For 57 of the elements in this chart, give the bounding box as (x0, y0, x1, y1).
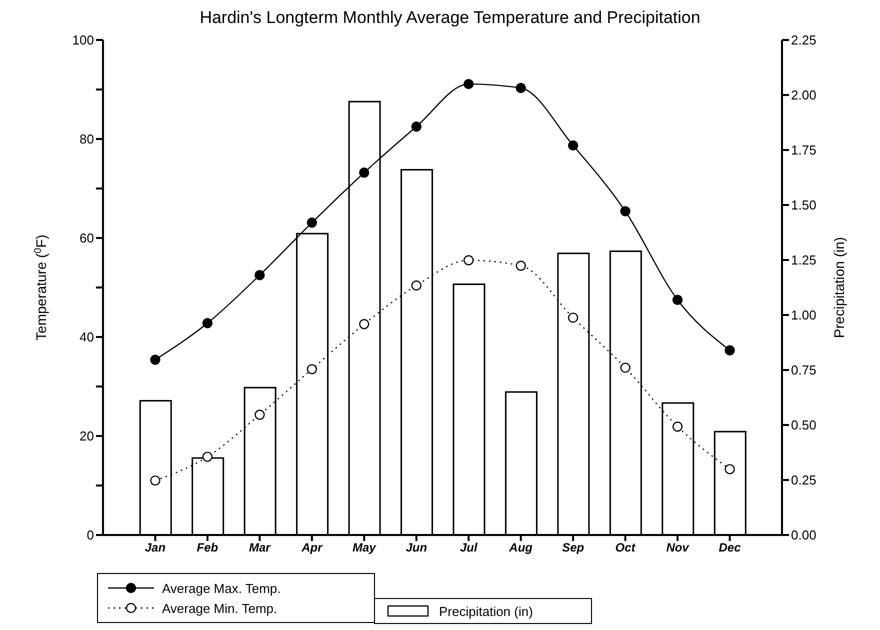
point (620, 362, 630, 373)
x-tick-label: May (352, 540, 378, 555)
y2-tick-label: 1.75 (791, 142, 816, 158)
point (516, 82, 526, 94)
point (202, 452, 213, 462)
point (464, 78, 474, 90)
x-tick-label: Nov (666, 540, 690, 555)
y-tick-label: 100 (72, 32, 94, 48)
y-tick-label: 60 (80, 230, 94, 246)
y-tick-label: 20 (80, 428, 94, 444)
y2-tick-label: 1.25 (791, 252, 816, 268)
y2-tick-label: 0.75 (791, 362, 816, 378)
x-tick-label: Jun (406, 540, 428, 555)
point (306, 218, 318, 228)
x-tick-label: Sep (562, 540, 584, 555)
point (516, 260, 526, 271)
chart-title: Hardin's Longterm Monthly Average Temperature and Precipitation (198, 8, 702, 29)
x-tick-label: Mar (249, 540, 272, 555)
x-tick-label: Feb (196, 540, 218, 555)
legend-label: Precipitation (in) (439, 604, 533, 618)
x-tick-label: Dec (718, 540, 742, 555)
y-tick-label: 40 (80, 330, 94, 345)
y2-tick-label: 0.00 (791, 528, 816, 543)
point (359, 168, 370, 178)
point (254, 410, 265, 420)
x-tick-label: Jan (144, 540, 166, 555)
point (411, 280, 422, 291)
y2-tick-label: 0.50 (791, 418, 816, 433)
x-tick-label: Oct (615, 540, 636, 555)
point (464, 255, 474, 266)
legend-label: Average Max. Temp. (162, 580, 281, 596)
point (672, 421, 683, 432)
y2-axis-title: Precipitation (in) (831, 236, 847, 338)
point (150, 354, 160, 365)
point (568, 140, 578, 151)
point (254, 270, 265, 280)
point (672, 294, 683, 305)
point (620, 206, 630, 216)
y2-tick-label: 2.00 (791, 88, 816, 103)
legend-label: Average Min. Temp. (162, 600, 278, 616)
point (150, 475, 160, 486)
y2-tick-label: 2.25 (791, 32, 816, 48)
y2-tick-label: 0.25 (791, 472, 816, 488)
point (202, 318, 213, 328)
y-tick-label: 80 (80, 132, 94, 147)
point (724, 464, 735, 474)
point (568, 312, 578, 323)
point (724, 345, 735, 356)
y-tick-label: 0 (86, 528, 94, 543)
y2-tick-label: 1.00 (791, 308, 816, 323)
x-tick-label: Aug (508, 540, 534, 555)
y2-tick-label: 1.50 (791, 198, 816, 213)
point (306, 364, 318, 374)
point (411, 122, 422, 132)
point (359, 319, 370, 330)
x-tick-label: Apr (300, 540, 324, 555)
x-tick-label: Jul (460, 540, 478, 555)
